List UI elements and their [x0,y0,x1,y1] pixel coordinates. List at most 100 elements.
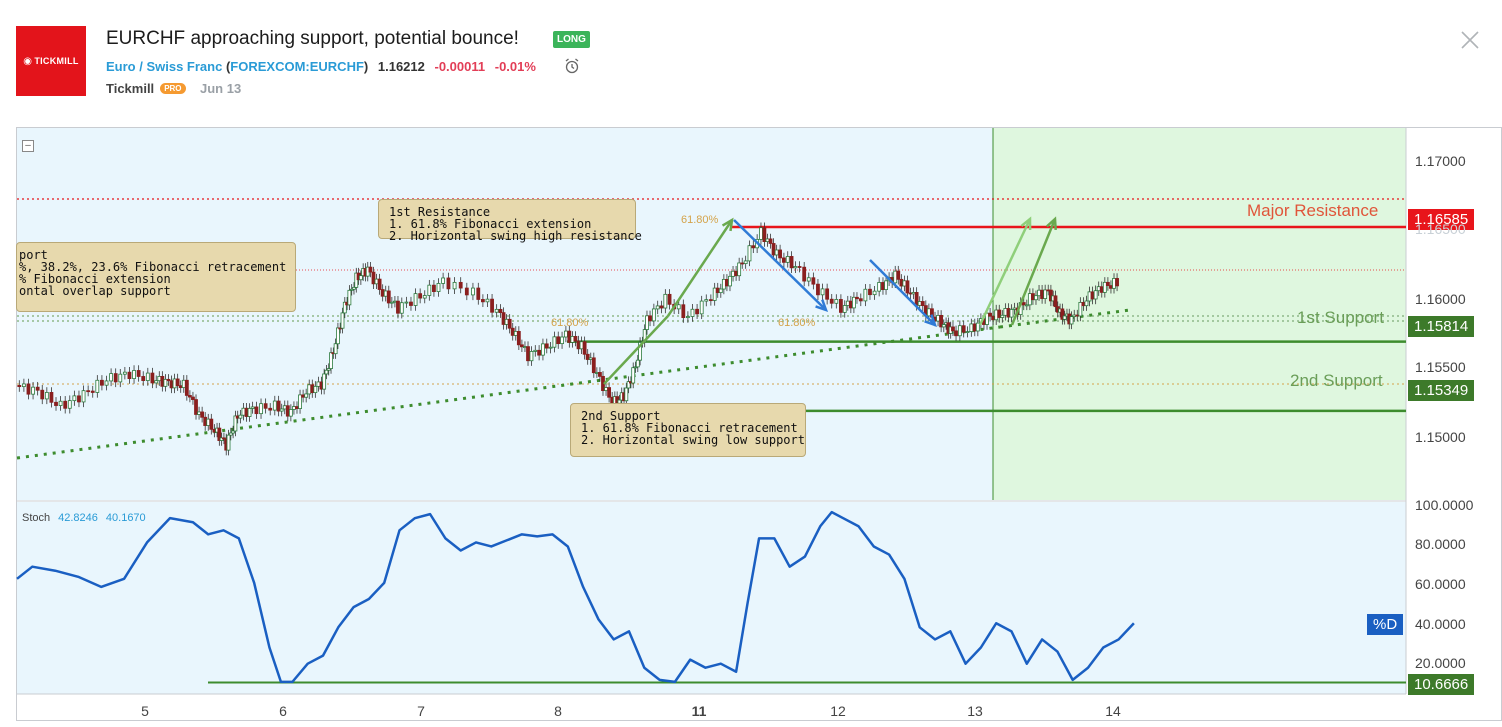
candle-body [1069,316,1074,325]
candle-body [268,407,273,411]
candle-body [914,292,919,306]
candle-body [988,312,992,317]
candle-body [1027,293,1032,306]
candle-body [259,403,263,415]
candle-body [154,380,159,384]
resistance-callout-heading: 1st Resistance [389,205,491,219]
candle-body [638,342,642,361]
candle-body [122,371,127,375]
candle-body [743,260,748,264]
candle-body [157,376,162,382]
candle-body [896,270,901,280]
x-tick-14: 14 [1105,703,1121,719]
candle-body [695,308,699,315]
candle-body [1105,281,1110,286]
symbol-link[interactable]: FOREXCOM:EURCHF [230,59,364,74]
candle-body [1075,314,1080,317]
candle-body [588,357,593,360]
symbol-paren-close: ) [363,59,369,74]
candle-body [513,331,518,336]
stoch-low-tag: 10.6666 [1408,674,1475,695]
candle-body [226,434,231,451]
candle-body [263,403,268,409]
candle-body [520,344,524,348]
candle-body [1040,289,1044,299]
first-support-label: 1st Support [1297,308,1384,327]
pair-name-link[interactable]: Euro / Swiss Franc [106,59,223,74]
candle-body [200,411,205,418]
candle-body [247,408,252,417]
candle-body [374,278,379,285]
stoch-tick-2: 80.0000 [1415,536,1466,552]
candle-body [842,305,847,313]
candle-body [150,372,155,384]
candle-body [1102,281,1107,293]
candle-body [336,327,340,345]
symbol-line: Euro / Swiss Franc (FOREXCOM:EURCHF) 1.1… [106,59,536,74]
candle-body [432,284,436,292]
candle-body [228,432,233,436]
candle-body [774,249,779,256]
candle-body [441,277,446,284]
candle-body [54,401,58,406]
candle-body [751,245,756,249]
candle-body [712,287,717,301]
candle-body [63,400,68,409]
candle-body [254,406,259,415]
candle-body [834,299,839,304]
collapse-pane-button[interactable]: – [22,140,34,152]
candle-body [994,309,999,321]
candle-body [40,389,45,400]
candle-body [526,346,530,362]
candle-body [1072,314,1077,317]
candle-body [354,272,359,288]
candle-body [399,302,404,314]
candle-body [132,370,136,380]
candle-body [58,400,63,406]
author-line: Tickmill PRO [106,81,186,96]
candle-body [368,266,373,273]
candle-body [510,327,515,336]
tickmill-logo[interactable]: ◉ TICKMILL [16,26,86,96]
candle-body [1090,291,1095,300]
candle-body [785,256,790,263]
stoch-panel-bg [17,502,1406,694]
candle-body [655,305,660,310]
candle-body [26,383,31,395]
candle-body [282,405,287,410]
candle-body [81,390,86,403]
alarm-clock-icon[interactable] [564,58,580,74]
candle-body [829,298,834,304]
candle-body [340,312,345,329]
candle-body [238,414,243,419]
candle-body [166,378,171,382]
close-icon[interactable] [1458,28,1482,52]
candle-body [908,292,913,295]
candle-body [563,330,568,338]
candle-body [845,300,850,306]
candle-body [352,286,356,290]
pullback-arrow-2-head [924,314,938,328]
candle-body [169,380,174,389]
candle-body [939,314,944,328]
candle-body [233,415,238,432]
price-tick-5: 1.15000 [1415,429,1466,445]
candle-body [494,308,499,313]
candle-body [648,315,652,322]
stoch-d-value: 40.1670 [105,512,146,524]
rising-trendline [16,325,1001,460]
author-name[interactable]: Tickmill [106,81,155,96]
idea-title[interactable]: EURCHF approaching support, potential bo… [106,28,519,49]
candle-body [852,296,856,309]
candle-body [241,407,246,416]
candle-body [728,275,732,287]
candle-body [181,379,186,389]
candle-body [552,336,557,348]
candle-body [718,288,723,294]
candle-body [194,399,198,415]
long-badge: LONG [553,31,590,48]
pullback-arrow-2-shaft [869,259,936,326]
candle-body [485,298,490,303]
candle-body [197,411,201,415]
